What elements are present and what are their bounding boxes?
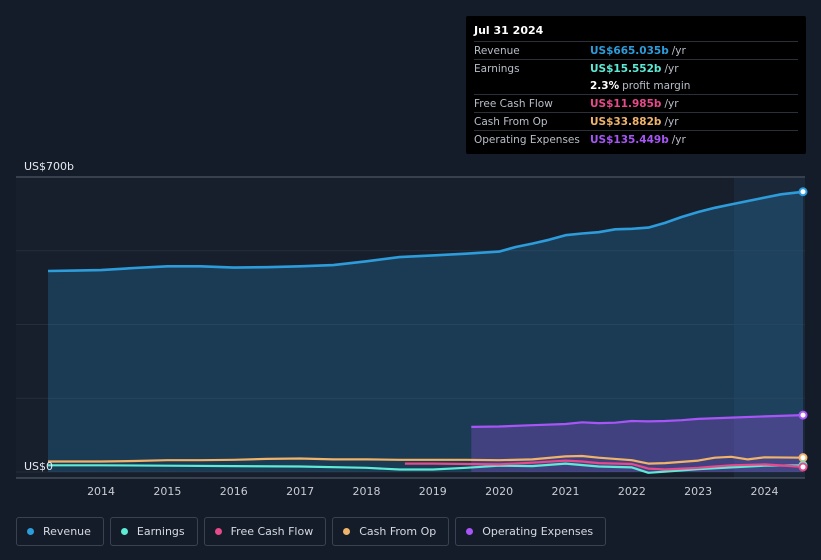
y-axis-top-label: US$700b [24,160,74,173]
x-tick-2021: 2021 [551,485,579,498]
data-tooltip: Jul 31 2024 Revenue US$665.035b /yr Earn… [466,16,806,154]
legend-label: Earnings [136,525,185,538]
legend-dot-icon [120,528,128,535]
legend-label: Revenue [43,525,91,538]
legend-item-free-cash-flow[interactable]: Free Cash Flow [203,517,327,546]
operating-expenses-line [471,414,804,428]
tooltip-value: US$11.985b [590,97,662,110]
tooltip-value: US$135.449b [590,133,669,146]
tooltip-row-cash-from-op: Cash From Op US$33.882b /yr [474,112,798,130]
tooltip-label: Earnings [474,62,520,75]
x-tick-2018: 2018 [352,485,380,498]
chart-legend: Revenue Earnings Free Cash Flow Cash Fro… [16,517,607,546]
x-tick-2016: 2016 [220,485,248,498]
tooltip-unit: /yr [664,115,679,128]
x-tick-2015: 2015 [153,485,181,498]
tooltip-label: Operating Expenses [474,133,580,146]
legend-dot-icon [466,528,474,535]
end-markers [798,187,808,472]
legend-label: Cash From Op [359,525,437,538]
tooltip-unit: /yr [671,133,686,146]
tooltip-unit: profit margin [622,79,691,92]
x-tick-2023: 2023 [684,485,712,498]
cash-from-op-line [48,454,804,465]
tooltip-value: US$15.552b [590,62,662,75]
x-tick-2017: 2017 [286,485,314,498]
legend-dot-icon [214,528,222,535]
tooltip-label: Revenue [474,44,520,57]
x-tick-2024: 2024 [751,485,779,498]
legend-item-revenue[interactable]: Revenue [16,517,104,546]
tooltip-value: 2.3% [590,79,620,92]
tooltip-unit: /yr [664,97,679,110]
revenue-area [48,191,803,473]
x-tick-2020: 2020 [485,485,513,498]
revenue-line [47,190,804,273]
legend-dot-icon [343,528,351,535]
legend-label: Free Cash Flow [230,525,314,538]
x-axis-ticks: 2014 2015 2016 2017 2018 2019 2020 2021 2022 2023… [87,485,778,498]
operating-expenses-end-marker [798,410,808,420]
tooltip-unit: /yr [671,44,686,57]
plot-area [16,178,805,478]
series-layer [47,190,804,474]
legend-label: Operating Expenses [482,525,594,538]
tooltip-value: US$33.882b [590,115,662,128]
tooltip-row-operating-expenses: Operating Expenses US$135.449b /yr [474,130,798,148]
legend-item-cash-from-op[interactable]: Cash From Op [332,517,450,546]
x-tick-2019: 2019 [419,485,447,498]
free-cash-flow-end-marker [798,462,808,472]
x-tick-2022: 2022 [618,485,646,498]
free-cash-flow-line [404,459,804,471]
tooltip-value: US$665.035b [590,44,669,57]
legend-dot-icon [27,528,34,535]
tooltip-row-free-cash-flow: Free Cash Flow US$11.985b /yr [474,94,798,112]
gridlines [16,176,805,479]
tooltip-unit: /yr [664,62,679,75]
x-tick-2014: 2014 [87,485,115,498]
tooltip-date: Jul 31 2024 [474,24,544,37]
y-axis-bottom-label: US$0 [24,460,53,473]
tooltip-label: Cash From Op [474,115,548,128]
tooltip-row-profit-margin: 2.3% profit margin [474,77,798,94]
legend-item-operating-expenses[interactable]: Operating Expenses [455,517,607,546]
revenue-end-marker [798,187,808,197]
tooltip-row-revenue: Revenue US$665.035b /yr [474,41,798,59]
tooltip-row-earnings: Earnings US$15.552b /yr [474,59,798,77]
earnings-line [48,462,804,474]
legend-item-earnings[interactable]: Earnings [109,517,198,546]
tooltip-label: Free Cash Flow [474,97,553,110]
highlight-band [734,178,805,478]
cash-from-op-end-marker [798,453,808,463]
